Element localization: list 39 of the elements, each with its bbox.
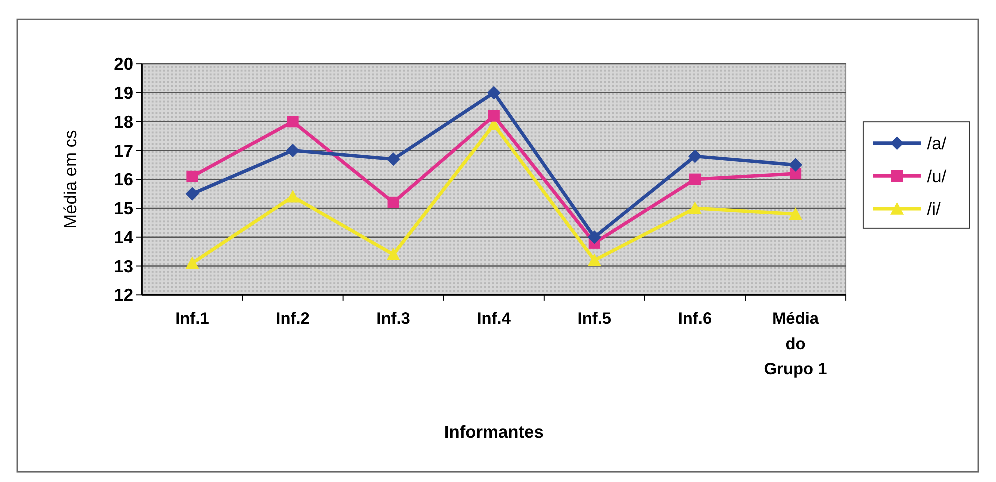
y-tick-label: 20 — [114, 54, 134, 74]
y-tick-label: 16 — [114, 170, 134, 190]
point — [688, 150, 702, 164]
point — [488, 110, 500, 122]
point — [186, 256, 200, 270]
legend-label: /i/ — [927, 199, 941, 220]
x-tick-label: Inf.5 — [578, 310, 612, 328]
point — [789, 208, 803, 220]
x-tick-label: Inf.6 — [678, 310, 712, 328]
point — [186, 170, 198, 183]
y-tick-label: 17 — [114, 140, 134, 161]
point — [386, 152, 400, 166]
x-tick-label: Inf.2 — [276, 310, 310, 328]
point — [487, 86, 501, 100]
legend-label: /u/ — [927, 166, 947, 186]
x-axis-title: Informantes — [444, 422, 544, 442]
y-tick-label: 15 — [114, 198, 134, 219]
point — [388, 196, 400, 209]
point — [386, 248, 400, 261]
y-tick-label: 18 — [114, 112, 134, 132]
point — [287, 116, 299, 128]
x-tick-label: Média do Grupo 1 — [764, 310, 828, 378]
x-tick-label: Inf.1 — [176, 310, 210, 328]
y-axis-title: Média em cs — [60, 130, 80, 229]
point — [588, 254, 602, 266]
y-tick-label: 19 — [114, 83, 134, 104]
y-tick-label: 14 — [114, 227, 134, 248]
y-tick-label: 12 — [114, 285, 134, 306]
legend-label: /a/ — [927, 133, 947, 154]
point — [689, 174, 702, 186]
x-tick-label: Inf.4 — [477, 310, 512, 328]
point — [286, 144, 300, 158]
point — [186, 187, 200, 201]
point — [286, 190, 300, 203]
point — [688, 202, 702, 214]
y-tick-label: 13 — [114, 256, 134, 276]
x-tick-label: Inf.3 — [376, 310, 410, 328]
point — [588, 230, 602, 244]
point — [789, 158, 803, 172]
